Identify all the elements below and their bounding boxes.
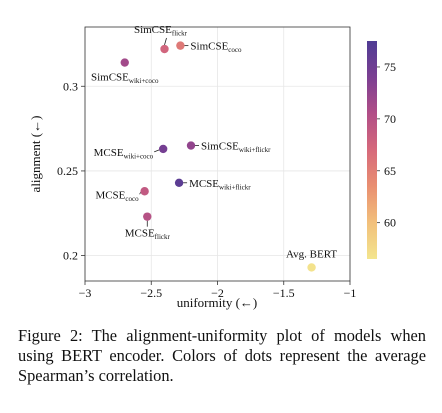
point-label-subscript: wiki+coco bbox=[124, 152, 154, 160]
point-label-subscript: flickr bbox=[155, 233, 171, 241]
point-label: MCSEcoco bbox=[95, 189, 139, 203]
data-point bbox=[143, 212, 152, 221]
label-leader-line bbox=[154, 149, 160, 153]
point-label-subscript: wiki+coco bbox=[129, 77, 159, 85]
colorbar-tick-label: 60 bbox=[384, 216, 396, 230]
point-label-name: SimCSE bbox=[201, 141, 239, 153]
data-points bbox=[120, 41, 316, 272]
point-label-subscript: flickr bbox=[172, 30, 188, 38]
point-label-subscript: coco bbox=[228, 46, 242, 54]
label-leader-line bbox=[164, 37, 167, 46]
alignment-uniformity-scatter-plot: −3 −2.5 −2 −1.5 −10.20.250.3 SimCSEflickrSim… bbox=[28, 24, 396, 310]
y-tick-label: 0.25 bbox=[57, 164, 78, 178]
data-point bbox=[176, 41, 185, 50]
x-tick-label: −3 bbox=[79, 286, 92, 300]
data-point bbox=[158, 144, 168, 154]
y-axis-label: alignment (←) bbox=[28, 116, 43, 193]
point-label-name: SimCSE bbox=[134, 24, 172, 36]
point-label-subscript: wiki+flickr bbox=[239, 146, 271, 154]
colorbar-tick-label: 65 bbox=[384, 164, 396, 178]
point-label: SimCSEwiki+coco bbox=[91, 72, 159, 86]
x-tick-label: −1 bbox=[344, 286, 357, 300]
data-point bbox=[140, 187, 149, 196]
point-label: MCSEflickr bbox=[125, 228, 171, 242]
data-point bbox=[174, 178, 184, 187]
data-point bbox=[120, 58, 129, 67]
y-tick-label: 0.2 bbox=[63, 249, 78, 263]
y-tick-label: 0.3 bbox=[63, 79, 78, 93]
point-label-name: MCSE bbox=[95, 189, 125, 201]
annotation-leaders bbox=[139, 37, 199, 227]
point-label-name: MCSE bbox=[189, 178, 219, 190]
figure-caption: Figure 2: The alignment-uniformity plot … bbox=[18, 326, 426, 385]
point-label-name: Avg. BERT bbox=[286, 248, 337, 260]
colorbar-tick-label: 70 bbox=[384, 112, 396, 126]
label-leader-line bbox=[139, 192, 141, 195]
point-label-subscript: wiki+flickr bbox=[219, 183, 251, 191]
point-label-subscript: coco bbox=[125, 195, 139, 203]
point-label: SimCSEcoco bbox=[190, 41, 242, 55]
colorbar bbox=[367, 41, 377, 259]
point-label: SimCSEflickr bbox=[134, 24, 188, 38]
data-point bbox=[307, 263, 316, 272]
point-label-name: MCSE bbox=[125, 228, 155, 240]
point-label: Avg. BERT bbox=[286, 248, 337, 260]
axis-ticks: −3 −2.5 −2 −1.5 −1 0.2 0.25 0.3 bbox=[57, 79, 356, 300]
colorbar-tick-label: 75 bbox=[384, 60, 396, 74]
colorbar-ticks: 60 65 70 75 bbox=[377, 60, 396, 230]
x-axis-label: uniformity (←) bbox=[177, 295, 258, 310]
x-tick-label: −2.5 bbox=[140, 286, 162, 300]
x-tick-label: −1.5 bbox=[273, 286, 295, 300]
point-labels: SimCSEflickrSimCSEcocoSimCSEwiki+cocoSim… bbox=[91, 24, 337, 260]
point-label: MCSEwiki+flickr bbox=[189, 178, 251, 192]
data-point bbox=[160, 44, 169, 54]
point-label-name: MCSE bbox=[94, 147, 124, 159]
point-label: MCSEwiki+coco bbox=[94, 147, 154, 161]
point-label-name: SimCSE bbox=[190, 41, 228, 53]
data-point bbox=[186, 141, 196, 150]
point-label: SimCSEwiki+flickr bbox=[201, 141, 271, 155]
point-label-name: SimCSE bbox=[91, 72, 129, 84]
x-tick-label: −2 bbox=[211, 286, 224, 300]
